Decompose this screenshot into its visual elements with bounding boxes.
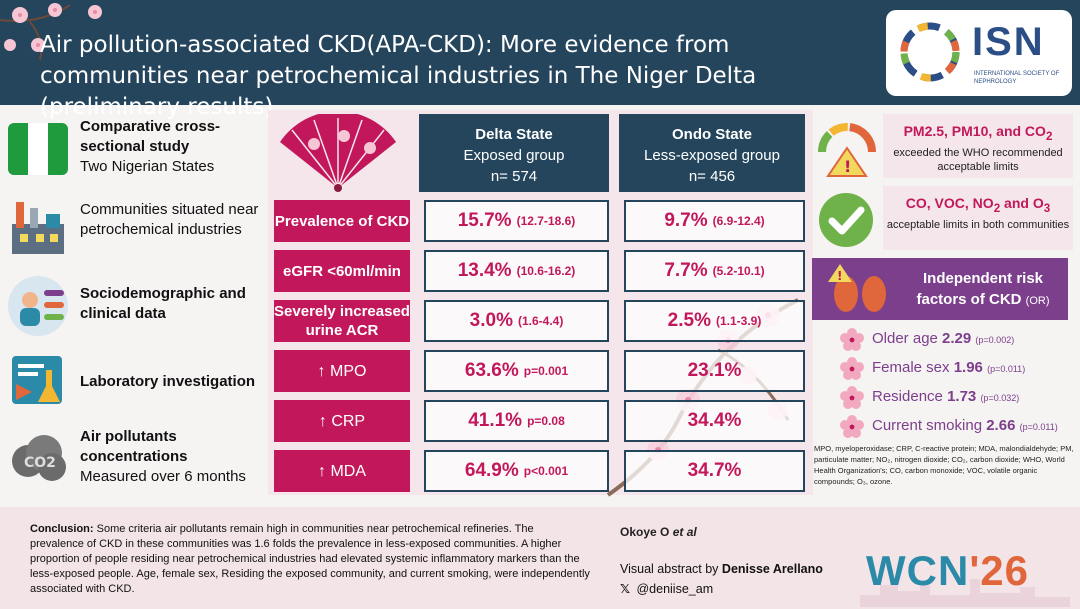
ondo-state-header: Ondo State Less-exposed group n= 456	[619, 114, 805, 192]
svg-text:!: !	[844, 157, 851, 176]
skyline-icon	[860, 577, 1070, 607]
delta-crp-cell: 41.1% p=0.08	[424, 400, 609, 442]
row-label-ckd: Prevalence of CKD	[274, 200, 410, 242]
x-logo-icon: 𝕏	[620, 582, 631, 596]
conclusion-text: Conclusion: Some criteria air pollutants…	[30, 523, 590, 595]
checkmark-icon	[819, 193, 873, 247]
left-item-communities: Communities situated near petrochemical …	[0, 192, 270, 260]
svg-text:!: !	[837, 269, 842, 283]
wcn-logo: WCN'26	[866, 547, 1030, 594]
gauge-warning-icon: !	[818, 123, 876, 177]
header-banner: Air pollution-associated CKD(APA-CKD): M…	[0, 0, 1080, 120]
people-data-icon	[8, 276, 68, 336]
isn-subtitle: INTERNATIONAL SOCIETY OF NEPHROLOGY	[974, 71, 1060, 85]
laboratory-icon	[12, 356, 62, 404]
footer: Conclusion: Some criteria air pollutants…	[0, 507, 1080, 609]
factory-icon	[12, 202, 64, 254]
ondo-mpo-cell: 23.1%	[624, 350, 805, 392]
ondo-ckd-cell: 9.7% (6.9-12.4)	[624, 200, 805, 242]
kidney-warning-icon: !	[828, 264, 886, 312]
risk-factors-header: ! Independent risk factors of CKD (OR)	[812, 258, 1068, 320]
delta-acr-cell: 3.0% (1.6-4.4)	[424, 300, 609, 342]
visual-abstract-credit: Visual abstract by Denisse Arellano	[620, 562, 823, 576]
ondo-crp-cell: 34.4%	[624, 400, 805, 442]
blossom-icon	[840, 415, 864, 438]
row-label-mda: ↑ MDA	[274, 450, 410, 492]
exceeded-limits-box: PM2.5, PM10, and CO2 exceeded the WHO re…	[883, 114, 1073, 178]
row-label-mpo: ↑ MPO	[274, 350, 410, 392]
left-text-sociodemographic: Sociodemographic and clinical data	[80, 285, 246, 322]
delta-ckd-cell: 15.7% (12.7-18.6)	[424, 200, 609, 242]
isn-logo: ISN INTERNATIONAL SOCIETY OF NEPHROLOGY	[886, 10, 1072, 96]
delta-egfr-cell: 13.4% (10.6-16.2)	[424, 250, 609, 292]
left-item-sociodemographic: Sociodemographic and clinical data	[0, 270, 270, 338]
left-item-study: Comparative cross-sectional study Two Nig…	[0, 115, 270, 183]
acceptable-limits-box: CO, VOC, NO2 and O3 acceptable limits in…	[883, 186, 1073, 250]
ondo-mda-cell: 34.7%	[624, 450, 805, 492]
delta-mpo-cell: 63.6% p=0.001	[424, 350, 609, 392]
comparison-panel: Delta State Exposed group n= 574 Ondo Stat…	[268, 110, 813, 497]
co2-cloud-icon: CO2	[12, 435, 66, 481]
left-text-study: Comparative cross-sectional study Two Nig…	[80, 118, 221, 175]
social-handle[interactable]: 𝕏 @deniise_am	[620, 582, 714, 596]
ondo-acr-cell: 2.5% (1.1-3.9)	[624, 300, 805, 342]
risk-item-sex: Female sex 1.96 (p=0.011)	[840, 355, 1080, 381]
nigeria-flag-icon	[8, 123, 68, 175]
ondo-egfr-cell: 7.7% (5.2-10.1)	[624, 250, 805, 292]
left-item-laboratory: Laboratory investigation	[0, 348, 270, 416]
fan-icon	[280, 114, 396, 192]
left-text-pollutants: Air pollutants concentrations Measured ov…	[80, 428, 246, 485]
isn-text: ISN	[972, 20, 1045, 64]
left-text-communities: Communities situated near petrochemical …	[80, 201, 259, 238]
delta-state-header: Delta State Exposed group n= 574	[419, 114, 609, 192]
authors: Okoye O et al	[620, 525, 697, 539]
isn-ring-icon	[900, 22, 960, 82]
risk-factors-title: Independent risk factors of CKD (OR)	[916, 270, 1050, 308]
row-label-acr: Severely increased urine ACR	[274, 300, 410, 342]
blossom-icon	[840, 357, 864, 380]
left-item-pollutants: CO2 Air pollutants concentrations Measure…	[0, 425, 270, 495]
svg-text:CO2: CO2	[24, 455, 56, 471]
risk-item-smoking: Current smoking 2.66 (p=0.011)	[840, 413, 1080, 439]
left-text-laboratory: Laboratory investigation	[80, 373, 256, 390]
risk-item-residence: Residence 1.73 (p=0.032)	[840, 384, 1080, 410]
delta-mda-cell: 64.9% p<0.001	[424, 450, 609, 492]
row-label-egfr: eGFR <60ml/min	[274, 250, 410, 292]
blossom-icon	[840, 328, 864, 351]
abbreviations: MPO, myeloperoxidase; CRP, C-reactive pr…	[814, 444, 1074, 486]
page-title: Air pollution-associated CKD(APA-CKD): M…	[40, 32, 757, 120]
blossom-icon	[840, 386, 864, 409]
risk-item-age: Older age 2.29 (p=0.002)	[840, 326, 1080, 352]
cherry-blossom-icon	[0, 3, 102, 61]
row-label-crp: ↑ CRP	[274, 400, 410, 442]
